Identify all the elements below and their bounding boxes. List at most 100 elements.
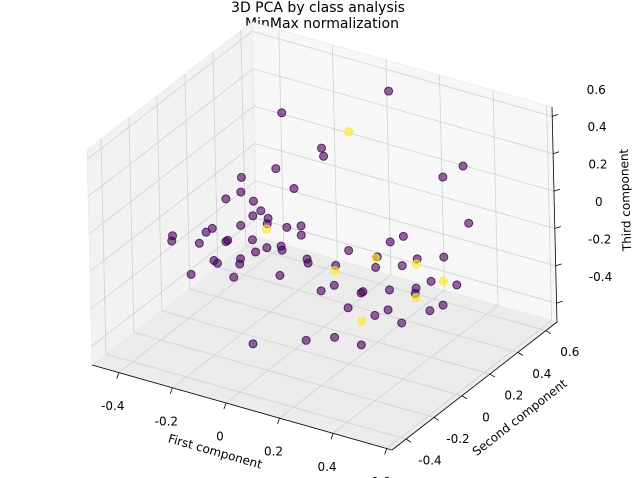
- grid-line: [161, 310, 463, 397]
- point: [201, 227, 211, 237]
- point: [301, 335, 311, 345]
- tick-mark: [116, 372, 120, 379]
- point: [438, 300, 448, 310]
- point: [316, 286, 326, 296]
- point: [289, 184, 299, 194]
- chart-title: 3D PCA by class analysis: [231, 0, 405, 16]
- tick-label: 0.2: [264, 445, 283, 459]
- tick-mark: [554, 226, 561, 229]
- tick-label: -0.2: [446, 432, 469, 446]
- grid-line: [253, 105, 555, 192]
- grid-line: [105, 353, 407, 440]
- point: [212, 258, 222, 268]
- grid-line: [279, 289, 445, 419]
- grid-line: [331, 44, 338, 260]
- point: [263, 213, 273, 223]
- point: [438, 172, 448, 182]
- tick-mark: [555, 263, 562, 267]
- point: [397, 261, 407, 271]
- grid-line: [492, 90, 499, 306]
- grid-line: [118, 244, 285, 373]
- grid-line: [386, 320, 552, 449]
- point: [262, 243, 272, 253]
- grid-line: [212, 52, 219, 268]
- tick-mark: [330, 433, 334, 440]
- point: [236, 172, 246, 182]
- chart-subtitle: MinMax normalization: [245, 16, 399, 32]
- point: [383, 305, 393, 315]
- grid-line: [128, 117, 135, 333]
- grid-line: [88, 105, 255, 235]
- point: [329, 280, 339, 290]
- point: [464, 218, 474, 228]
- tick-label: 0.6: [560, 345, 579, 359]
- point: [248, 211, 258, 221]
- grid-line: [278, 29, 285, 245]
- point: [282, 222, 292, 232]
- tick-mark: [433, 417, 440, 421]
- tick-mark: [552, 113, 559, 117]
- point: [277, 245, 287, 255]
- z-axis-label: Third component: [617, 148, 635, 252]
- point: [330, 332, 340, 342]
- point: [371, 262, 381, 272]
- grid-line: [255, 180, 556, 267]
- point: [271, 164, 281, 174]
- point: [229, 272, 239, 282]
- point: [168, 231, 178, 241]
- point: [344, 245, 354, 255]
- grid-line: [252, 30, 553, 117]
- grid-line: [172, 259, 338, 389]
- point: [194, 238, 204, 248]
- grid-line: [332, 304, 499, 434]
- grid-line: [217, 266, 518, 353]
- grid-line: [89, 143, 256, 272]
- point: [317, 143, 327, 153]
- point: [439, 252, 449, 262]
- point: [296, 230, 306, 240]
- grid-line: [100, 139, 107, 355]
- grid-line: [184, 74, 191, 290]
- point: [236, 220, 246, 230]
- point: [248, 339, 258, 349]
- point: [236, 254, 246, 264]
- point: [426, 276, 436, 286]
- point: [370, 310, 380, 320]
- grid-line: [256, 217, 557, 304]
- tick-mark: [552, 151, 560, 155]
- x-axis-line: [91, 364, 393, 451]
- point: [344, 127, 354, 137]
- point: [370, 253, 380, 263]
- point: [343, 303, 353, 313]
- point: [256, 206, 266, 216]
- grid-line: [156, 95, 163, 311]
- point: [302, 254, 312, 264]
- grid-line: [546, 105, 553, 321]
- point: [296, 221, 306, 231]
- tick-label: 0.6: [587, 83, 606, 97]
- point: [425, 306, 435, 316]
- tick-label: 0.4: [532, 367, 551, 381]
- tick-label: 0.4: [318, 460, 337, 474]
- tick-mark: [489, 373, 496, 378]
- tick-mark: [223, 402, 227, 410]
- point: [397, 318, 407, 328]
- grid-line: [240, 30, 247, 246]
- point: [261, 224, 271, 234]
- point: [356, 340, 366, 350]
- grid-line: [189, 288, 490, 375]
- tick-mark: [556, 300, 563, 304]
- point: [385, 237, 395, 247]
- tick-label: -0.4: [589, 270, 612, 284]
- tick-label: -0.4: [101, 399, 124, 413]
- point: [186, 269, 196, 279]
- y-axis-line: [391, 321, 558, 451]
- point: [319, 151, 329, 161]
- point: [411, 292, 421, 302]
- point: [384, 86, 394, 96]
- point: [357, 316, 367, 326]
- tick-mark: [169, 387, 173, 394]
- tick-label: 0: [482, 410, 490, 424]
- grid-line: [133, 332, 435, 418]
